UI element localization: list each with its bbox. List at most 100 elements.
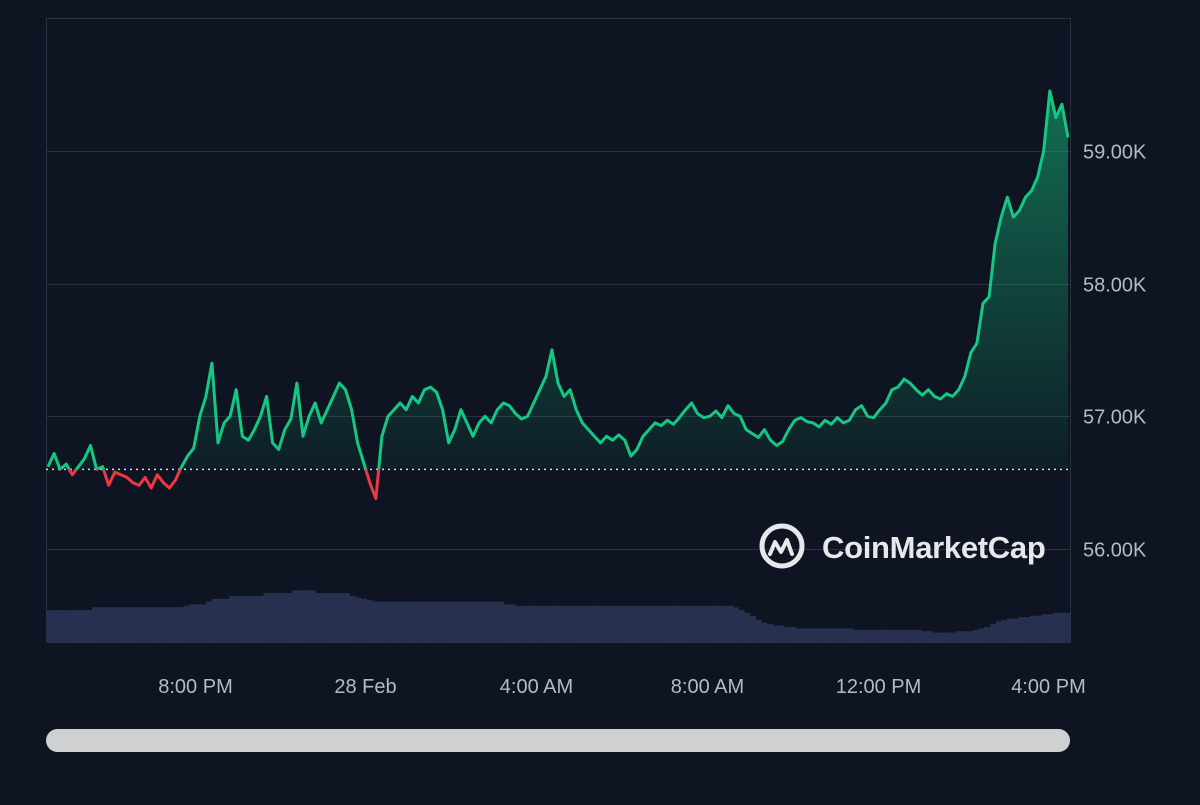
volume-bar	[869, 629, 877, 642]
volume-bar	[589, 605, 596, 642]
volume-bar	[578, 605, 585, 642]
volume-bar	[80, 610, 87, 642]
volume-bar	[875, 629, 882, 642]
volume-bar	[846, 628, 854, 642]
volume-bar	[492, 601, 499, 642]
volume-bar	[372, 601, 379, 642]
volume-bar	[223, 598, 230, 642]
volume-bar	[131, 607, 139, 642]
volume-bar	[600, 605, 608, 642]
volume-bar	[412, 601, 419, 642]
chart-range-scrollbar[interactable]	[46, 729, 1070, 752]
volume-bar	[1001, 619, 1008, 642]
volume-bar	[1018, 617, 1025, 642]
volume-bar	[143, 607, 150, 642]
volume-bar	[766, 624, 774, 642]
plot-area-border	[46, 18, 1071, 643]
volume-bar	[108, 607, 116, 642]
volume-bar	[572, 605, 579, 642]
volume-bar	[326, 593, 333, 642]
y-tick-label: 58.00K	[1083, 275, 1147, 297]
volume-bar	[669, 605, 676, 642]
volume-bar	[457, 601, 465, 642]
volume-bar	[229, 595, 236, 642]
volume-bar	[46, 610, 53, 642]
volume-bar	[1012, 618, 1020, 642]
volume-bar	[984, 626, 991, 642]
volume-bar	[463, 601, 470, 642]
volume-bar	[1035, 615, 1042, 642]
volume-bar	[320, 593, 327, 642]
volume-bar	[429, 601, 436, 642]
volume-bar	[1007, 618, 1014, 642]
volume-bar	[829, 628, 837, 642]
volume-bar	[177, 607, 184, 642]
volume-bar	[343, 593, 350, 642]
volume-bar	[126, 607, 133, 642]
volume-bar	[234, 595, 242, 642]
volume-bar	[417, 601, 425, 642]
volume-bar	[921, 631, 928, 642]
volume-bar	[206, 601, 213, 642]
grid-lines	[46, 151, 1070, 550]
volume-bar	[549, 605, 556, 642]
coinmarketcap-watermark: CoinMarketCap	[759, 523, 1046, 569]
volume-bar	[801, 628, 808, 642]
volume-bar	[795, 628, 802, 642]
volume-bar	[337, 593, 345, 642]
volume-bar	[189, 604, 196, 642]
volume-bar	[97, 607, 104, 642]
volume-bar	[961, 631, 968, 642]
volume-bar	[263, 593, 270, 642]
volume-bar	[532, 605, 539, 642]
volume-bar	[148, 607, 156, 642]
volume-bar	[332, 593, 339, 642]
volume-bar	[240, 595, 247, 642]
volume-bar	[772, 625, 779, 642]
volume-bar	[812, 628, 819, 642]
volume-bar	[698, 605, 705, 642]
volume-bar	[629, 605, 636, 642]
volume-bar	[898, 629, 905, 642]
volume-bar	[103, 607, 110, 642]
volume-bar	[400, 601, 408, 642]
volume-bar	[583, 605, 591, 642]
x-tick-label: 12:00 PM	[836, 676, 922, 698]
volume-bar	[1047, 614, 1054, 642]
volume-bar	[743, 612, 751, 642]
volume-bar	[932, 632, 940, 642]
volume-bar	[526, 605, 533, 642]
volume-bar	[955, 631, 962, 642]
volume-bar	[675, 605, 682, 642]
volume-bar	[68, 610, 76, 642]
volume-bar	[909, 629, 917, 642]
volume-bar	[120, 607, 127, 642]
volume-bar	[658, 605, 665, 642]
volume-bar	[1024, 617, 1031, 642]
volume-bar	[623, 605, 631, 642]
volume-bar	[251, 595, 259, 642]
volume-bar	[1041, 614, 1048, 642]
volume-bar	[360, 598, 367, 642]
volume-bar	[286, 593, 293, 642]
volume-bar	[640, 605, 648, 642]
volume-bar	[703, 605, 711, 642]
scrollbar-thumb[interactable]	[46, 729, 1070, 752]
volume-bar	[354, 597, 362, 642]
volume-bar	[57, 610, 64, 642]
volume-bar	[349, 595, 356, 642]
volume-bar	[389, 601, 396, 642]
volume-bar	[537, 605, 545, 642]
volume-bar	[566, 605, 573, 642]
volume-bar	[217, 598, 224, 642]
volume-bar	[663, 605, 671, 642]
volume-bar	[749, 615, 756, 642]
volume-bar	[183, 605, 190, 642]
volume-bar	[680, 605, 688, 642]
coinmarketcap-logo-wave	[768, 538, 794, 556]
volume-bar	[314, 593, 322, 642]
volume-bar	[858, 629, 865, 642]
volume-bar	[612, 605, 619, 642]
